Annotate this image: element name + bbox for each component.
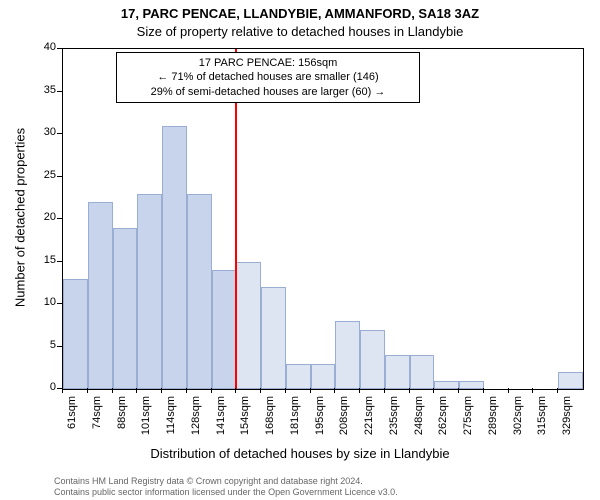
x-tick-label: 101sqm (140, 396, 152, 446)
histogram-bar (212, 270, 237, 389)
x-tick-mark (532, 388, 533, 393)
x-tick-mark (235, 388, 236, 393)
x-tick-label: 181sqm (289, 396, 301, 446)
page-subtitle: Size of property relative to detached ho… (0, 24, 600, 39)
histogram-bar (137, 194, 162, 390)
y-tick-label: 40 (32, 41, 56, 53)
x-tick-label: 329sqm (561, 396, 573, 446)
y-tick-mark (57, 91, 62, 92)
x-tick-mark (136, 388, 137, 393)
y-tick-mark (57, 176, 62, 177)
x-tick-mark (433, 388, 434, 393)
x-tick-label: 248sqm (413, 396, 425, 446)
histogram-bar (434, 381, 459, 390)
histogram-bar (162, 126, 187, 390)
x-tick-label: 61sqm (66, 396, 78, 446)
x-tick-label: 221sqm (363, 396, 375, 446)
y-tick-label: 10 (32, 296, 56, 308)
x-tick-mark (211, 388, 212, 393)
x-tick-mark (508, 388, 509, 393)
x-tick-label: 88sqm (116, 396, 128, 446)
x-tick-label: 141sqm (215, 396, 227, 446)
x-tick-label: 195sqm (314, 396, 326, 446)
x-tick-mark (186, 388, 187, 393)
x-tick-label: 168sqm (264, 396, 276, 446)
x-tick-mark (260, 388, 261, 393)
y-tick-mark (57, 133, 62, 134)
histogram-bar (113, 228, 138, 390)
x-tick-mark (458, 388, 459, 393)
x-tick-mark (483, 388, 484, 393)
annotation-line-2: ← 71% of detached houses are smaller (14… (123, 70, 413, 84)
y-tick-mark (57, 261, 62, 262)
y-tick-label: 30 (32, 126, 56, 138)
x-tick-label: 114sqm (165, 396, 177, 446)
histogram-bar (459, 381, 484, 390)
y-tick-label: 0 (32, 381, 56, 393)
y-tick-label: 5 (32, 339, 56, 351)
histogram-bar (236, 262, 261, 390)
footer-line-2: Contains public sector information licen… (54, 487, 398, 498)
y-tick-label: 20 (32, 211, 56, 223)
histogram-bar (286, 364, 311, 390)
x-tick-mark (62, 388, 63, 393)
x-tick-label: 315sqm (536, 396, 548, 446)
x-tick-mark (161, 388, 162, 393)
y-tick-label: 15 (32, 254, 56, 266)
y-tick-mark (57, 346, 62, 347)
histogram-bar (187, 194, 212, 390)
x-tick-label: 289sqm (487, 396, 499, 446)
histogram-bar (88, 202, 113, 389)
x-tick-mark (359, 388, 360, 393)
y-tick-label: 35 (32, 84, 56, 96)
histogram-bar (63, 279, 88, 390)
annotation-box: 17 PARC PENCAE: 156sqm ← 71% of detached… (116, 52, 420, 103)
y-tick-label: 25 (32, 169, 56, 181)
y-tick-mark (57, 218, 62, 219)
x-tick-mark (285, 388, 286, 393)
footer-line-1: Contains HM Land Registry data © Crown c… (54, 476, 398, 487)
page-title: 17, PARC PENCAE, LLANDYBIE, AMMANFORD, S… (0, 6, 600, 21)
x-tick-label: 74sqm (91, 396, 103, 446)
histogram-bar (360, 330, 385, 390)
x-tick-mark (384, 388, 385, 393)
y-axis-label: Number of detached properties (13, 118, 28, 318)
y-tick-mark (57, 303, 62, 304)
x-tick-mark (310, 388, 311, 393)
x-tick-mark (557, 388, 558, 393)
x-tick-label: 154sqm (239, 396, 251, 446)
x-tick-label: 262sqm (437, 396, 449, 446)
histogram-bar (335, 321, 360, 389)
histogram-bar (385, 355, 410, 389)
x-tick-mark (87, 388, 88, 393)
histogram-bar (558, 372, 583, 389)
annotation-line-3: 29% of semi-detached houses are larger (… (123, 85, 413, 99)
x-tick-label: 128sqm (190, 396, 202, 446)
annotation-line-1: 17 PARC PENCAE: 156sqm (123, 56, 413, 70)
x-tick-label: 208sqm (338, 396, 350, 446)
y-tick-mark (57, 48, 62, 49)
x-tick-mark (112, 388, 113, 393)
x-tick-label: 275sqm (462, 396, 474, 446)
x-tick-label: 235sqm (388, 396, 400, 446)
footer-attribution: Contains HM Land Registry data © Crown c… (54, 476, 398, 498)
x-tick-label: 302sqm (512, 396, 524, 446)
histogram-bar (311, 364, 336, 390)
x-tick-mark (409, 388, 410, 393)
x-axis-label: Distribution of detached houses by size … (0, 446, 600, 461)
histogram-bar (261, 287, 286, 389)
histogram-bar (410, 355, 435, 389)
x-tick-mark (334, 388, 335, 393)
